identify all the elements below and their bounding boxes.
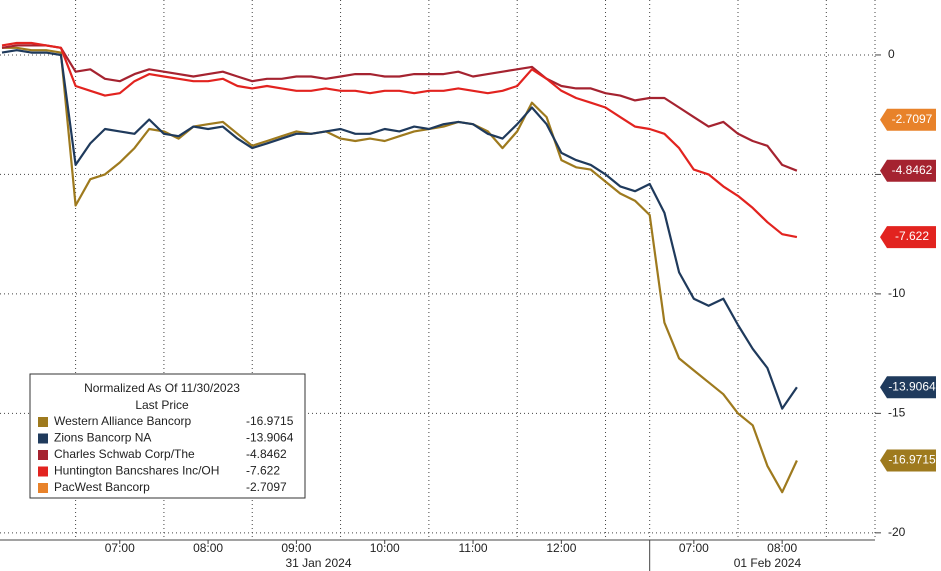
value-box [880, 376, 936, 399]
value-label: -16.9715 [888, 453, 936, 467]
y-tick-label: -10 [888, 286, 906, 300]
x-tick-label: 08:00 [193, 541, 223, 555]
series-line [1, 41, 798, 239]
x-tick-label: 10:00 [370, 541, 400, 555]
y-tick-label: -20 [888, 525, 906, 539]
x-group-label: 01 Feb 2024 [734, 556, 802, 570]
legend-label: Zions Bancorp NA [54, 431, 151, 445]
x-tick-label: 12:00 [546, 541, 576, 555]
legend-label: Charles Schwab Corp/The [54, 447, 195, 461]
series-line [1, 49, 798, 410]
legend-swatch [38, 417, 48, 427]
value-label: -2.7097 [892, 112, 933, 126]
legend-value: -2.7097 [246, 480, 287, 494]
y-tick-label: 0 [888, 47, 895, 61]
legend-swatch [38, 433, 48, 444]
value-box [880, 108, 936, 131]
lines [1, 41, 798, 494]
legend-value: -13.9064 [246, 431, 294, 445]
x-tick-label: 08:00 [767, 541, 797, 555]
x-tick-label: 09:00 [281, 541, 311, 555]
legend-box [29, 373, 306, 499]
legend-value: -16.9715 [246, 414, 294, 428]
legend-value: -4.8462 [246, 447, 287, 461]
value-box [880, 226, 936, 249]
legend-swatch [38, 466, 48, 477]
series-line [1, 44, 798, 172]
legend-swatch [38, 483, 48, 493]
series-line [2, 46, 798, 494]
value-box [880, 159, 936, 182]
x-tick-label: 11:00 [458, 541, 487, 555]
value-box [880, 449, 936, 472]
legend-label: Huntington Bancshares Inc/OH [54, 464, 219, 478]
legend-swatch [38, 450, 48, 460]
legend-title: Normalized As Of 11/30/2023 [84, 381, 240, 395]
x-tick-label: 07:00 [105, 541, 135, 555]
value-label: -4.8462 [892, 163, 933, 177]
legend-subtitle: Last Price [135, 398, 189, 412]
legend-value: -7.622 [246, 464, 280, 478]
value-label: -13.9064 [888, 379, 936, 393]
legend: Normalized As Of 11/30/2023 Last Price W… [29, 373, 306, 499]
x-tick-label: 07:00 [679, 541, 709, 555]
legend-label: Western Alliance Bancorp [54, 414, 192, 428]
y-tick-label: -15 [888, 406, 906, 420]
x-group-label: 31 Jan 2024 [285, 556, 351, 570]
value-label: -7.622 [895, 229, 929, 243]
legend-label: PacWest Bancorp [54, 480, 150, 494]
